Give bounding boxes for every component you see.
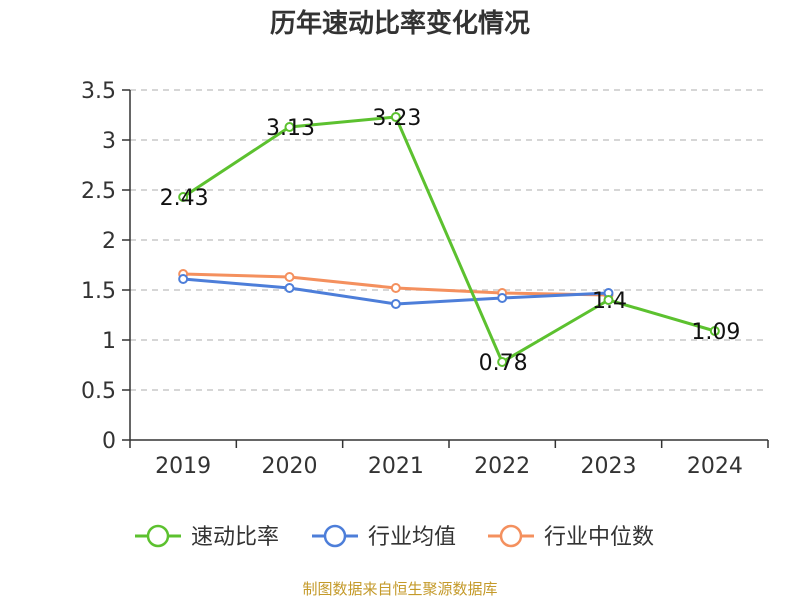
legend-marker (323, 524, 347, 548)
series-line (182, 115, 716, 364)
legend-marker (146, 524, 170, 548)
y-tick-label: 3 (102, 129, 116, 154)
data-point (284, 283, 295, 293)
series-layer (178, 112, 720, 367)
data-point (284, 272, 295, 282)
data-label: 3.13 (266, 116, 315, 141)
series-1 (178, 112, 720, 367)
x-tick-label: 2023 (581, 454, 637, 479)
data-point (390, 112, 401, 122)
data-label: 1.09 (691, 320, 740, 345)
legend-label: 速动比率 (191, 525, 279, 550)
data-label: 0.78 (479, 351, 528, 376)
legend: 速动比率 行业均值 行业中位数 (135, 524, 654, 550)
legend-item[interactable]: 行业中位数 (488, 524, 654, 550)
data-point (284, 122, 295, 132)
y-tick-label: 0.5 (81, 379, 116, 404)
y-tick-label: 0 (102, 429, 116, 454)
data-point (603, 295, 614, 305)
x-tick-label: 2024 (687, 454, 743, 479)
data-label: 2.43 (160, 186, 209, 211)
y-tick-label: 1 (102, 329, 116, 354)
data-label: 3.23 (372, 106, 421, 131)
legend-label: 行业中位数 (544, 525, 654, 550)
data-point (178, 274, 189, 284)
data-point (178, 192, 189, 202)
x-tick-label: 2022 (474, 454, 530, 479)
y-tick-label: 2 (102, 229, 116, 254)
chart-title: 历年速动比率变化情况 (270, 8, 530, 39)
y-tick-label: 2.5 (81, 179, 116, 204)
x-tick-label: 2019 (155, 454, 211, 479)
legend-label: 行业均值 (368, 525, 456, 550)
data-labels: 2.43 3.13 3.23 0.78 1.4 1.09 (160, 106, 741, 376)
legend-item[interactable]: 速动比率 (135, 524, 279, 550)
series-2 (178, 274, 614, 309)
data-point (497, 293, 508, 303)
data-point (390, 299, 401, 309)
data-point (709, 326, 720, 336)
y-tick-label: 3.5 (81, 79, 116, 104)
legend-item[interactable]: 行业均值 (312, 524, 456, 550)
axes: 0 0.5 1 1.5 2 2.5 3 3.5 2019 2020 2021 2022 2023 2024 (81, 79, 769, 479)
x-tick-label: 2021 (368, 454, 424, 479)
data-point (497, 357, 508, 367)
legend-marker (499, 524, 523, 548)
data-point (390, 283, 401, 293)
source-note: 制图数据来自恒生聚源数据库 (302, 580, 497, 598)
y-tick-label: 1.5 (81, 279, 116, 304)
x-tick-label: 2020 (262, 454, 318, 479)
data-label: 1.4 (592, 289, 627, 314)
